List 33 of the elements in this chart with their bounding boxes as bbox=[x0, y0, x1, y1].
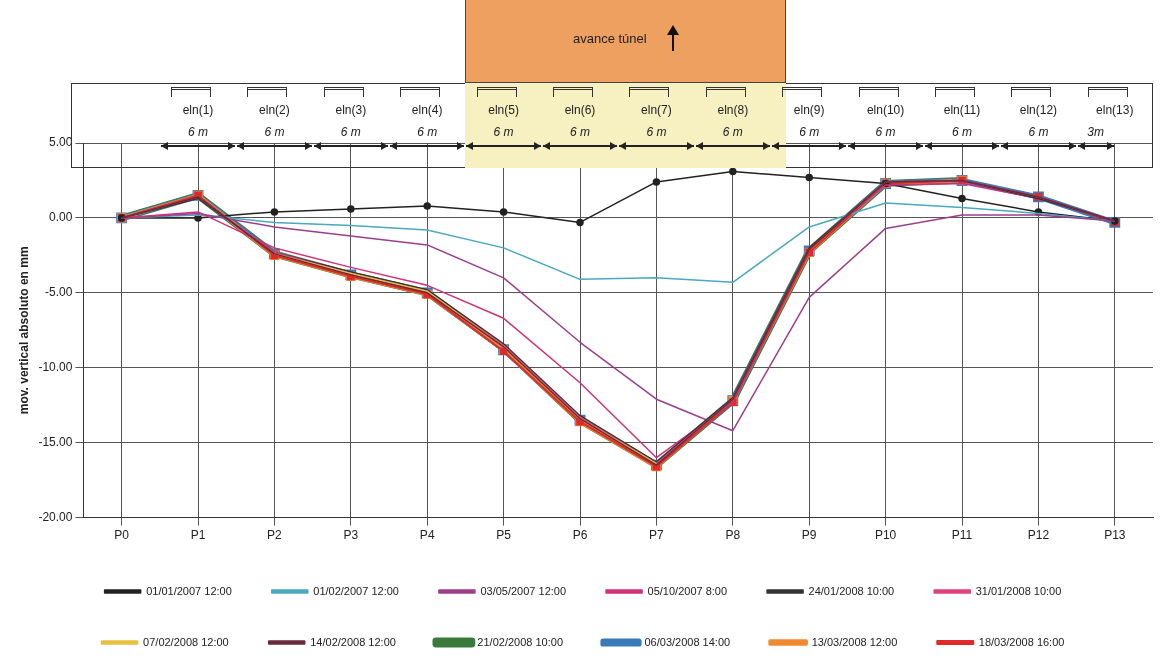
x-tick-label: P8 bbox=[725, 528, 741, 543]
legend-label: 06/03/2008 14:00 bbox=[644, 635, 731, 648]
legend-label: 21/02/2008 10:00 bbox=[477, 635, 563, 648]
legend-label: 01/02/2007 12:00 bbox=[313, 584, 399, 597]
legend-label: 01/01/2007 12:00 bbox=[146, 584, 232, 597]
legend-label: 24/01/2008 10:00 bbox=[808, 584, 895, 597]
x-tick-label: P5 bbox=[496, 528, 512, 543]
x-tick-label: P3 bbox=[343, 528, 359, 543]
legend-label: 13/03/2008 12:00 bbox=[811, 635, 898, 648]
x-tick-label: P13 bbox=[1104, 528, 1126, 543]
x-tick-label: P10 bbox=[874, 528, 897, 543]
tunnel-diagram: avance túnel eln(1) 6 m eln(2) 6 m eln(3) 6 m eln(4) 6 m eln(5) 6 m eln(6) 6 m eln(7) 6 m eln(8) 6 m eln(9) 6 m eln(10) 6 m eln(11) 6 m eln(12) 6 m eln(13) 3m bbox=[71, 0, 1153, 168]
legend-label: 05/10/2007 8:00 bbox=[647, 584, 728, 597]
y-tick-label: -20.00 bbox=[38, 509, 73, 524]
y-tick-label: 0.00 bbox=[49, 210, 73, 225]
legend-label: 14/02/2008 12:00 bbox=[310, 635, 396, 648]
y-axis-title: mov. vertical absoluto en mm bbox=[16, 246, 31, 415]
x-tick-label: P1 bbox=[190, 528, 206, 543]
legend-label: 31/01/2008 10:00 bbox=[975, 584, 1062, 597]
x-tick-label: P9 bbox=[801, 528, 817, 543]
x-tick-label: P12 bbox=[1027, 528, 1050, 543]
x-tick-label: P4 bbox=[419, 528, 435, 543]
y-tick-label: -10.00 bbox=[38, 360, 73, 375]
legend-label: 07/02/2008 12:00 bbox=[143, 635, 229, 648]
legend-label: 18/03/2008 16:00 bbox=[978, 635, 1065, 648]
x-tick-label: P7 bbox=[649, 528, 665, 543]
x-tick-label: P0 bbox=[114, 528, 130, 543]
x-tick-label: P6 bbox=[572, 528, 588, 543]
x-tick-label: P2 bbox=[267, 528, 283, 543]
legend-label: 03/05/2007 12:00 bbox=[480, 584, 567, 597]
y-tick-label: -15.00 bbox=[38, 434, 73, 449]
y-tick-label: -5.00 bbox=[45, 285, 73, 300]
x-tick-label: P11 bbox=[951, 528, 973, 543]
